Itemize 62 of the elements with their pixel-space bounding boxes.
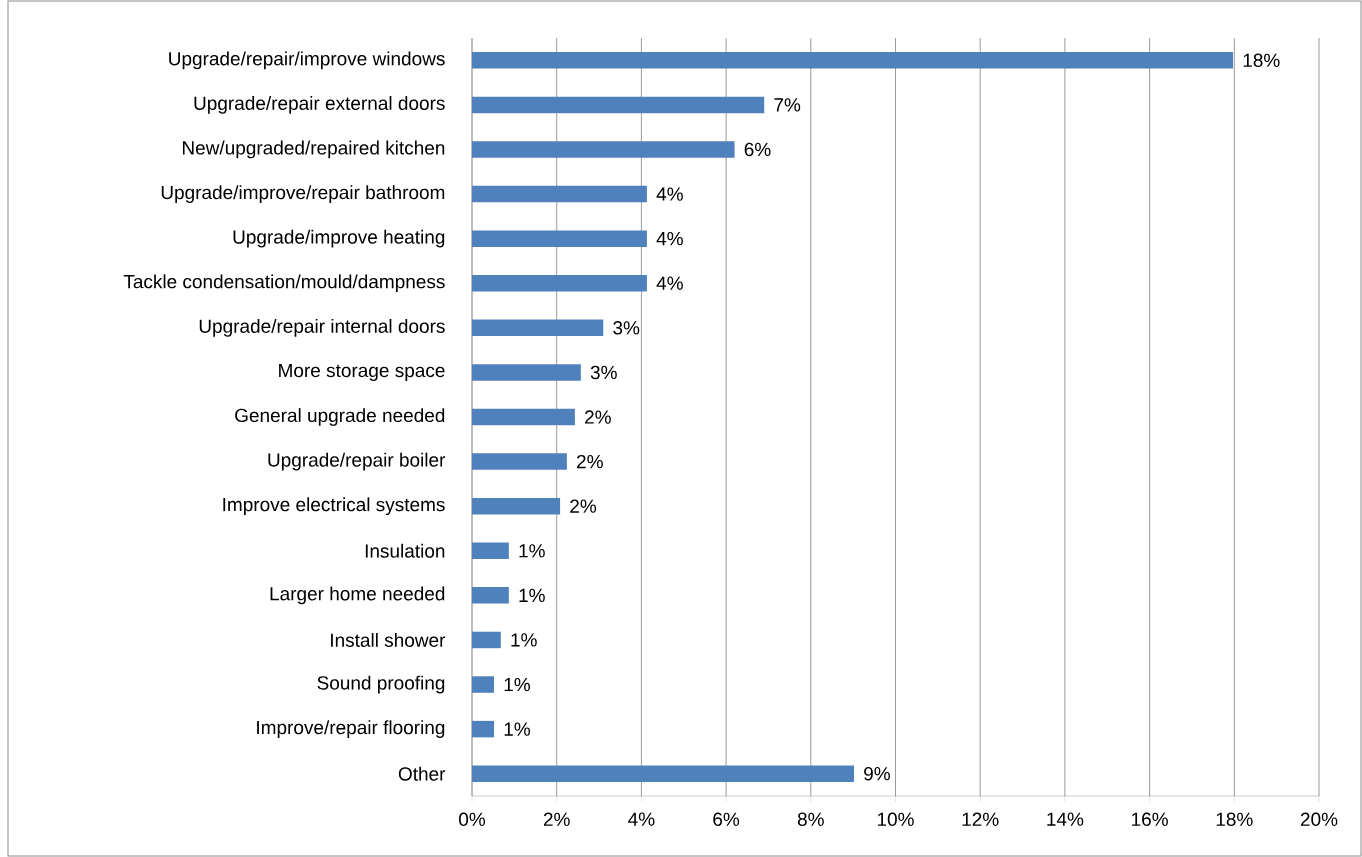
bar: [472, 52, 1234, 69]
data-label: 9%: [864, 766, 890, 781]
x-tick-label: 16%: [1132, 812, 1168, 826]
y-tick-label: Other: [398, 766, 446, 781]
y-tick-label: Install shower: [331, 632, 446, 647]
y-tick-label: Insulation: [365, 543, 445, 558]
data-label: 4%: [656, 276, 683, 290]
data-label: 1%: [519, 588, 545, 603]
y-tick-label: Sound proofing: [317, 675, 445, 694]
data-label: 7%: [774, 98, 801, 112]
y-tick-label: Upgrade/repair internal doors: [199, 318, 445, 337]
bar: [472, 185, 647, 203]
y-tick-label: Upgrade/improve heating: [233, 229, 445, 248]
bar: [472, 96, 765, 114]
y-tick-label: Larger home needed: [270, 586, 445, 605]
x-tick-label: 10%: [877, 812, 914, 826]
y-tick-label: Upgrade/repair boiler: [268, 452, 446, 471]
data-label: 4%: [656, 232, 683, 246]
x-tick-label: 20%: [1300, 812, 1338, 826]
data-label: 1%: [504, 677, 531, 692]
bar: [472, 274, 647, 292]
x-tick-label: 12%: [962, 812, 999, 826]
bar: [472, 364, 581, 381]
data-label: 6%: [744, 142, 771, 157]
data-label: 3%: [590, 365, 617, 380]
data-label: 4%: [656, 187, 683, 201]
x-tick-label: 14%: [1047, 812, 1084, 826]
y-tick-label: Improve/repair flooring: [257, 720, 445, 738]
bar: [472, 230, 647, 247]
bar: [472, 720, 495, 738]
data-label: 18%: [1243, 53, 1280, 68]
x-tick-label: 0%: [459, 812, 486, 826]
y-tick-label: New/upgraded/repaired kitchen: [182, 140, 445, 159]
data-label: 3%: [613, 321, 640, 335]
y-tick-label: More storage space: [279, 363, 445, 381]
x-tick-label: 4%: [628, 812, 655, 826]
bar: [472, 542, 509, 560]
y-tick-label: Upgrade/repair/improve windows: [169, 51, 445, 70]
y-tick-label: Upgrade/improve/repair bathroom: [161, 185, 445, 203]
y-tick-label: Tackle condensation/mould/dampness: [123, 274, 445, 293]
x-tick-label: 6%: [713, 812, 740, 826]
bar: [472, 319, 604, 337]
data-label: 2%: [577, 454, 603, 469]
data-label: 2%: [570, 499, 597, 513]
data-label: 1%: [519, 544, 545, 558]
data-label: 2%: [585, 410, 611, 424]
y-tick-label: Upgrade/repair external doors: [194, 96, 445, 114]
bar: [472, 497, 561, 515]
bar: [472, 631, 501, 649]
x-tick-label: 8%: [797, 812, 824, 826]
x-tick-label: 18%: [1216, 812, 1253, 826]
bar: [472, 587, 509, 604]
y-tick-label: General upgrade needed: [235, 408, 445, 426]
bar: [472, 765, 854, 782]
bar: [472, 676, 495, 693]
bar: [472, 408, 575, 426]
data-label: 1%: [504, 722, 531, 736]
bar: [472, 453, 567, 470]
x-tick-label: 2%: [543, 812, 570, 826]
data-label: 1%: [511, 633, 537, 647]
y-tick-label: Improve electrical systems: [223, 497, 445, 516]
bar: [472, 141, 735, 158]
